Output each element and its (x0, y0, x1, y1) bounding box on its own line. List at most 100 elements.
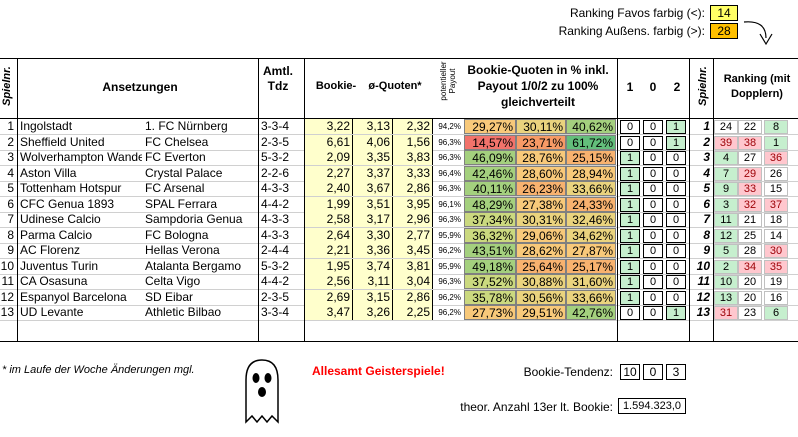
tip-box-t2[interactable]: 0 (666, 290, 686, 305)
cell-q1: 2,64 (305, 227, 353, 243)
cell-nr2: 5 (703, 181, 710, 195)
tip-box-t2[interactable]: 0 (666, 197, 686, 212)
quote-bg (305, 212, 433, 227)
cell-tdz: 3-3-4 (261, 305, 290, 319)
tip-box-t2[interactable]: 0 (666, 259, 686, 274)
tip-box-t0[interactable]: 0 (643, 151, 663, 165)
tip-box-t1[interactable]: 1 (620, 275, 640, 289)
tip-box-t0[interactable]: 0 (643, 244, 663, 258)
cell-p0: 28,60% (516, 165, 566, 181)
cell-home: CFC Genua 1893 (20, 196, 115, 211)
cell-away: Sampdoria Genua (145, 212, 243, 226)
cell-away: SPAL Ferrara (145, 196, 218, 211)
tip-box-t2[interactable]: 0 (666, 166, 686, 181)
cell-q2: 2,25 (393, 305, 433, 320)
ranking-cell-r2: 19 (764, 275, 788, 289)
tip-box-t2[interactable]: 0 (666, 151, 686, 165)
tip-box-t0[interactable]: 0 (643, 120, 663, 134)
cell-q0: 3,51 (353, 196, 393, 212)
cell-q2: 2,32 (393, 119, 433, 134)
footer-tendenz-2: 3 (666, 364, 686, 380)
ranking-cell-r1: 2 (714, 259, 738, 274)
ranking-cell-r1: 13 (714, 290, 738, 305)
cell-p2: 33,66% (566, 181, 616, 196)
cell-q1: 2,21 (305, 243, 353, 258)
cell-nr2: 10 (696, 258, 710, 273)
tip-box-t1[interactable]: 0 (620, 135, 640, 150)
ranking-cell-r1: 7 (714, 166, 738, 181)
ranking-cell-r1: 5 (714, 244, 738, 258)
tip-box-t0[interactable]: 0 (643, 290, 663, 305)
tip-box-t0[interactable]: 0 (643, 197, 663, 212)
quote-bg (305, 119, 433, 134)
tip-box-t0[interactable]: 0 (643, 135, 663, 150)
tip-box-t0[interactable]: 0 (643, 306, 663, 320)
cell-away: Atalanta Bergamo (145, 258, 242, 273)
quote-bg (305, 258, 433, 274)
cell-p1: 29,27% (464, 119, 516, 134)
ranking-cell-r2: 35 (764, 259, 788, 274)
cell-q2: 1,56 (393, 134, 433, 150)
ranking-cell-r0: 23 (738, 306, 762, 320)
tip-box-t1[interactable]: 1 (620, 182, 640, 196)
cell-p1: 37,52% (464, 274, 516, 289)
cell-away: SD Eibar (145, 289, 194, 304)
tip-box-t2[interactable]: 0 (666, 244, 686, 258)
tip-box-t0[interactable]: 0 (643, 182, 663, 196)
tip-box-t1[interactable]: 0 (620, 120, 640, 134)
cell-q1: 2,56 (305, 274, 353, 289)
tip-box-t0[interactable]: 0 (643, 259, 663, 274)
cell-p2: 40,62% (566, 119, 616, 134)
tip-box-t2[interactable]: 1 (666, 306, 686, 320)
cell-away: FC Bologna (145, 227, 209, 242)
tip-box-t1[interactable]: 1 (620, 166, 640, 181)
vline-quotes (304, 58, 305, 342)
tip-box-t2[interactable]: 0 (666, 182, 686, 196)
cell-q0: 3,26 (353, 305, 393, 320)
cell-nr: 5 (7, 181, 14, 195)
header-quoten: ø-Quoten* (368, 80, 422, 92)
cell-home: Juventus Turin (20, 258, 99, 273)
ranking-cell-r1: 31 (714, 306, 738, 320)
tip-box-t1[interactable]: 1 (620, 213, 640, 227)
cell-home: Tottenham Hotspur (20, 181, 122, 195)
cell-nr2: 3 (703, 150, 710, 164)
tip-box-t0[interactable]: 0 (643, 213, 663, 227)
cell-p2: 42,76% (566, 305, 616, 320)
cell-home: Wolverhampton Wanderers (20, 150, 142, 164)
tip-box-t2[interactable]: 0 (666, 275, 686, 289)
tip-box-t1[interactable]: 1 (620, 244, 640, 258)
cell-payout: 96,3% (438, 137, 461, 147)
tip-box-t2[interactable]: 0 (666, 228, 686, 243)
tip-box-t2[interactable]: 1 (666, 135, 686, 150)
tip-box-t1[interactable]: 1 (620, 197, 640, 212)
legend-aussen-value[interactable]: 28 (710, 23, 738, 39)
tip-box-t2[interactable]: 0 (666, 213, 686, 227)
tip-box-t1[interactable]: 0 (620, 306, 640, 320)
header-bookie-pct: Bookie-Quoten in % inkl. Payout 1/0/2 zu… (467, 63, 609, 109)
legend-favos-label: Ranking Favos farbig (<): (569, 6, 705, 20)
tip-box-t0[interactable]: 0 (643, 166, 663, 181)
cell-nr: 1 (7, 119, 14, 133)
cell-home: Espanyol Barcelona (20, 289, 127, 304)
tip-box-t0[interactable]: 0 (643, 228, 663, 243)
quote-bg (305, 227, 433, 243)
cell-p0: 29,06% (516, 227, 566, 243)
cell-payout: 96,2% (438, 308, 461, 317)
cell-p0: 30,31% (516, 212, 566, 227)
cell-nr: 12 (0, 289, 14, 304)
quote-bg (305, 150, 433, 165)
tip-box-t2[interactable]: 1 (666, 120, 686, 134)
cell-q0: 3,36 (353, 243, 393, 258)
legend-favos-value[interactable]: 14 (710, 5, 738, 21)
cell-payout: 96,1% (438, 199, 461, 209)
footer-anzahl-value: 1.594.323,0 (618, 398, 686, 414)
tip-box-t1[interactable]: 1 (620, 290, 640, 305)
tip-box-t1[interactable]: 1 (620, 151, 640, 165)
cell-nr: 9 (7, 243, 14, 257)
cell-payout: 96,3% (438, 153, 461, 162)
tip-box-t1[interactable]: 1 (620, 259, 640, 274)
tip-box-t1[interactable]: 1 (620, 228, 640, 243)
tip-box-t0[interactable]: 0 (643, 275, 663, 289)
cell-payout: 96,4% (438, 168, 461, 178)
